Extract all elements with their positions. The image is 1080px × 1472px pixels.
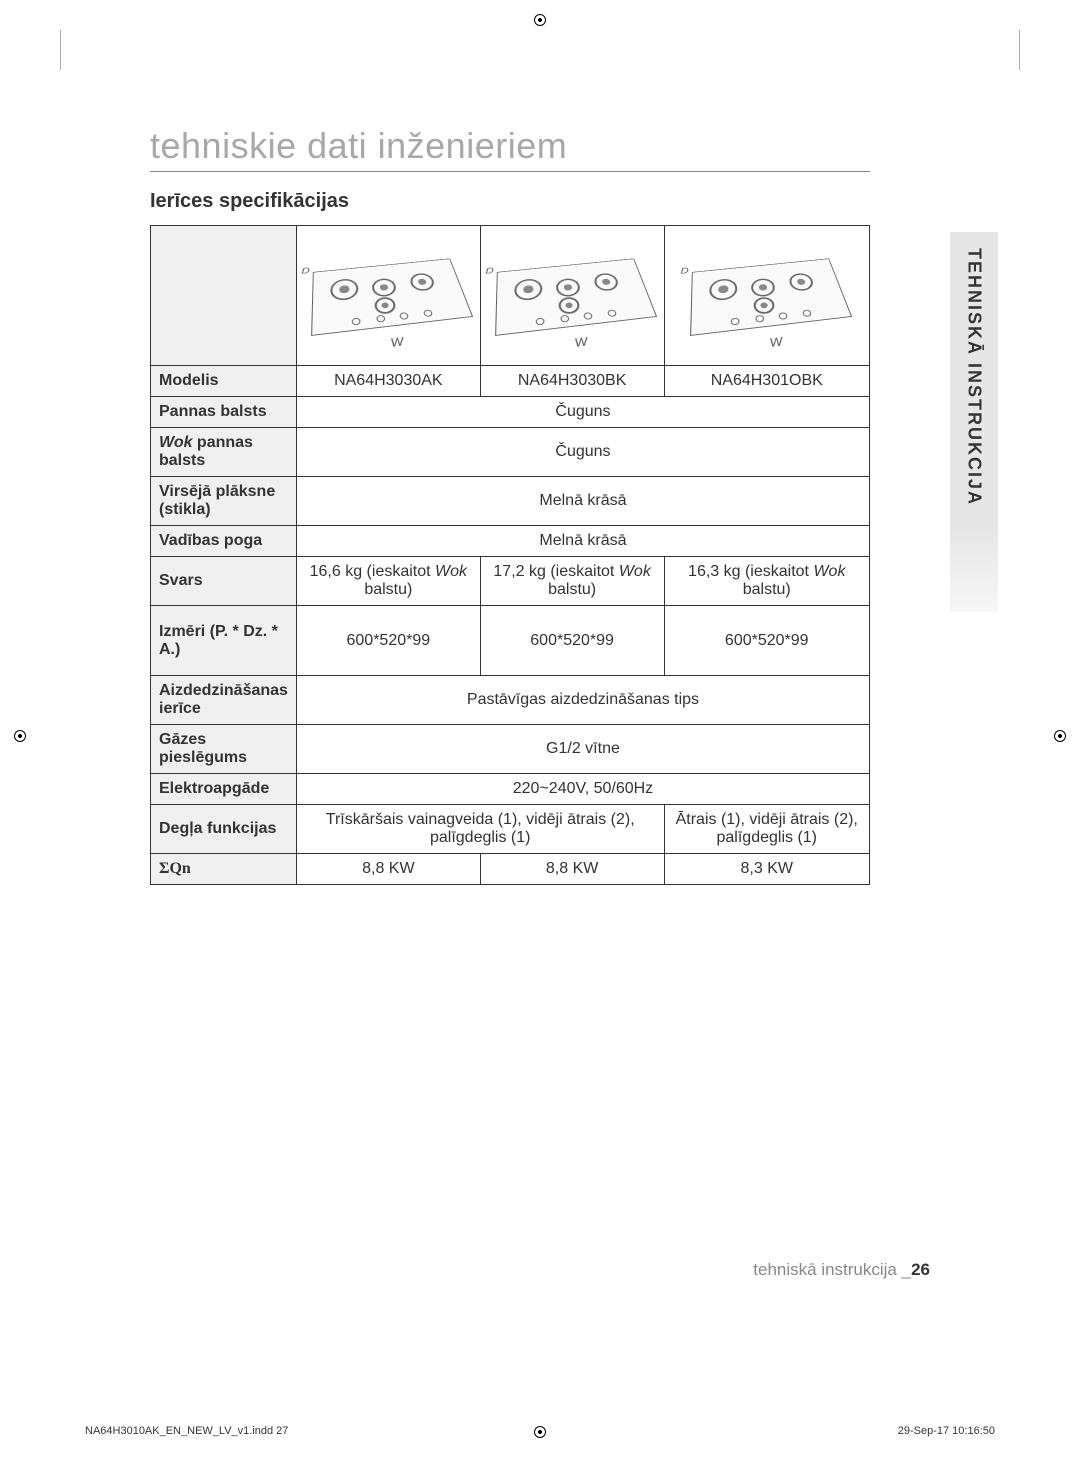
table-cell: Pastāvīgas aizdedzināšanas tips	[296, 676, 869, 725]
footer-page-number: 26	[911, 1260, 930, 1279]
table-cell: Trīskāršais vainagveida (1), vidēji ātra…	[296, 805, 664, 854]
crop-mark	[1050, 726, 1070, 746]
table-row: W D W D W D	[151, 226, 870, 366]
table-row: Elektroapgāde 220~240V, 50/60Hz	[151, 774, 870, 805]
row-header: Wok pannas balsts	[151, 428, 297, 477]
table-cell: 600*520*99	[480, 606, 664, 676]
table-row: Izmēri (P. * Dz. * A.) 600*520*99 600*52…	[151, 606, 870, 676]
table-cell: 8,8 KW	[480, 854, 664, 885]
table-row: Svars 16,6 kg (ieskaitot Wok balstu) 17,…	[151, 557, 870, 606]
product-image-cell: W D	[296, 226, 480, 366]
table-row: Gāzes pieslēgums G1/2 vītne	[151, 725, 870, 774]
row-header: ΣQn	[151, 854, 297, 885]
table-row: Virsējā plāksne (stikla) Melnā krāsā	[151, 477, 870, 526]
model-cell: NA64H3030BK	[480, 366, 664, 397]
table-cell: 17,2 kg (ieskaitot Wok balstu)	[480, 557, 664, 606]
table-cell: G1/2 vītne	[296, 725, 869, 774]
table-cell: 600*520*99	[664, 606, 870, 676]
crop-mark	[530, 1422, 550, 1442]
row-header: Gāzes pieslēgums	[151, 725, 297, 774]
spec-table: W D W D W D	[150, 225, 870, 885]
hob-sketch-icon: W D	[690, 258, 852, 336]
page-content: tehniskie dati inženieriem Ierīces speci…	[150, 125, 870, 885]
footer-section: tehniskā instrukcija _	[753, 1260, 911, 1279]
side-tab: TEHNISKĀ INSTRUKCIJA	[950, 232, 998, 612]
table-cell: Čuguns	[296, 428, 869, 477]
hob-sketch-icon: W D	[311, 258, 473, 336]
table-row: Wok pannas balsts Čuguns	[151, 428, 870, 477]
table-cell: 220~240V, 50/60Hz	[296, 774, 869, 805]
table-cell: 16,6 kg (ieskaitot Wok balstu)	[296, 557, 480, 606]
table-cell: 16,3 kg (ieskaitot Wok balstu)	[664, 557, 870, 606]
table-cell: 8,3 KW	[664, 854, 870, 885]
row-header: Pannas balsts	[151, 397, 297, 428]
row-header: Izmēri (P. * Dz. * A.)	[151, 606, 297, 676]
page-edge	[1019, 30, 1020, 70]
table-cell: 600*520*99	[296, 606, 480, 676]
model-cell: NA64H301OBK	[664, 366, 870, 397]
page-footer: tehniskā instrukcija _26	[753, 1260, 930, 1280]
main-heading: tehniskie dati inženieriem	[150, 125, 870, 172]
row-header-blank	[151, 226, 297, 366]
sub-heading: Ierīces specifikācijas	[150, 190, 870, 213]
print-footer-file: NA64H3010AK_EN_NEW_LV_v1.indd 27	[85, 1425, 288, 1437]
table-cell: Čuguns	[296, 397, 869, 428]
model-cell: NA64H3030AK	[296, 366, 480, 397]
table-row: Modelis NA64H3030AK NA64H3030BK NA64H301…	[151, 366, 870, 397]
table-row: Aizdedzināšanas ierīce Pastāvīgas aizded…	[151, 676, 870, 725]
table-cell: 8,8 KW	[296, 854, 480, 885]
row-header: Degļa funkcijas	[151, 805, 297, 854]
page-edge	[60, 30, 61, 70]
table-row: Vadības poga Melnā krāsā	[151, 526, 870, 557]
table-row: Degļa funkcijas Trīskāršais vainagveida …	[151, 805, 870, 854]
crop-mark	[10, 726, 30, 746]
crop-mark	[530, 10, 550, 30]
row-header: Modelis	[151, 366, 297, 397]
print-footer-datetime: 29-Sep-17 10:16:50	[898, 1425, 995, 1437]
row-header: Virsējā plāksne (stikla)	[151, 477, 297, 526]
table-cell: Melnā krāsā	[296, 526, 869, 557]
table-row: Pannas balsts Čuguns	[151, 397, 870, 428]
side-tab-label: TEHNISKĀ INSTRUKCIJA	[964, 232, 985, 506]
table-cell: Melnā krāsā	[296, 477, 869, 526]
row-header: Vadības poga	[151, 526, 297, 557]
row-header: Aizdedzināšanas ierīce	[151, 676, 297, 725]
hob-sketch-icon: W D	[495, 258, 657, 336]
row-header: Svars	[151, 557, 297, 606]
row-header: Elektroapgāde	[151, 774, 297, 805]
product-image-cell: W D	[480, 226, 664, 366]
table-row: ΣQn 8,8 KW 8,8 KW 8,3 KW	[151, 854, 870, 885]
table-cell: Ātrais (1), vidēji ātrais (2), palīgdegl…	[664, 805, 870, 854]
product-image-cell: W D	[664, 226, 870, 366]
